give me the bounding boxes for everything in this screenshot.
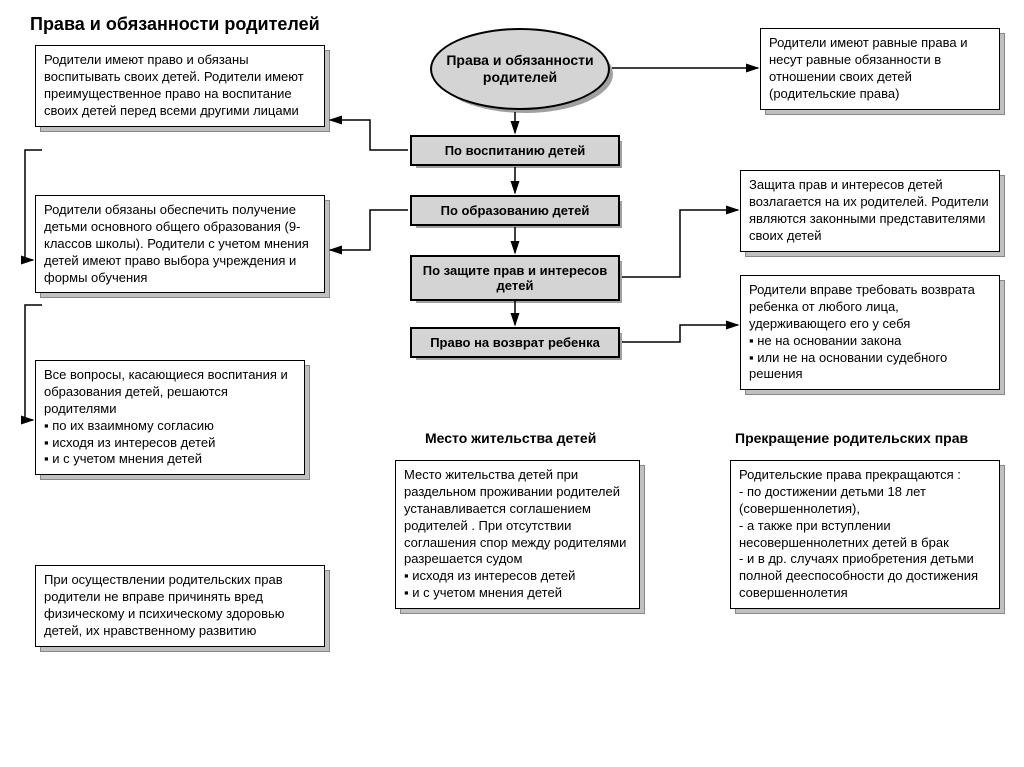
right-b1: Родители имеют равные права и несут равн… (760, 28, 1000, 110)
left-b2: Родители обязаны обеспечить получение де… (35, 195, 325, 293)
right-b3-li1: ▪ не на основании закона (749, 333, 991, 350)
left-b3-li3: ▪ и с учетом мнения детей (44, 451, 296, 468)
bottom-box2-li2: - а также при вступлении несовершеннолет… (739, 518, 991, 552)
left-b4: При осуществлении родительских прав роди… (35, 565, 325, 647)
center-c1: По воспитанию детей (410, 135, 620, 166)
right-b3-intro: Родители вправе требовать возврата ребен… (749, 282, 991, 333)
page-title: Права и обязанности родителей (30, 14, 320, 35)
root-ellipse: Права и обязанности родителей (430, 28, 610, 110)
bottom-box1-li2: ▪ и с учетом мнения детей (404, 585, 631, 602)
center-c3: По защите прав и интересов детей (410, 255, 620, 301)
bottom-box2: Родительские права прекращаются : - по д… (730, 460, 1000, 609)
root-ellipse-label: Права и обязанности родителей (432, 52, 608, 86)
left-b1: Родители имеют право и обязаны воспитыва… (35, 45, 325, 127)
bottom-sub2: Прекращение родительских прав (735, 430, 968, 446)
center-c4: Право на возврат ребенка (410, 327, 620, 358)
bottom-box2-li1: - по достижении детьми 18 лет (совершенн… (739, 484, 991, 518)
bottom-sub1: Место жительства детей (425, 430, 596, 446)
right-b3-li2: ▪ или не на основании судебного решения (749, 350, 991, 384)
bottom-box1: Место жительства детей при раздельном пр… (395, 460, 640, 609)
left-b3: Все вопросы, касающиеся воспитания и обр… (35, 360, 305, 475)
left-b3-li2: ▪ исходя из интересов детей (44, 435, 296, 452)
left-b3-li1: ▪ по их взаимному согласию (44, 418, 296, 435)
bottom-box1-p1: Место жительства детей при раздельном пр… (404, 467, 631, 568)
right-b2: Защита прав и интересов детей возлагаетс… (740, 170, 1000, 252)
bottom-box2-li3: - и в др. случаях приобретения детьми по… (739, 551, 991, 602)
left-b3-intro: Все вопросы, касающиеся воспитания и обр… (44, 367, 296, 418)
bottom-box1-li1: ▪ исходя из интересов детей (404, 568, 631, 585)
right-b3: Родители вправе требовать возврата ребен… (740, 275, 1000, 390)
center-c2: По образованию детей (410, 195, 620, 226)
bottom-box2-intro: Родительские права прекращаются : (739, 467, 991, 484)
